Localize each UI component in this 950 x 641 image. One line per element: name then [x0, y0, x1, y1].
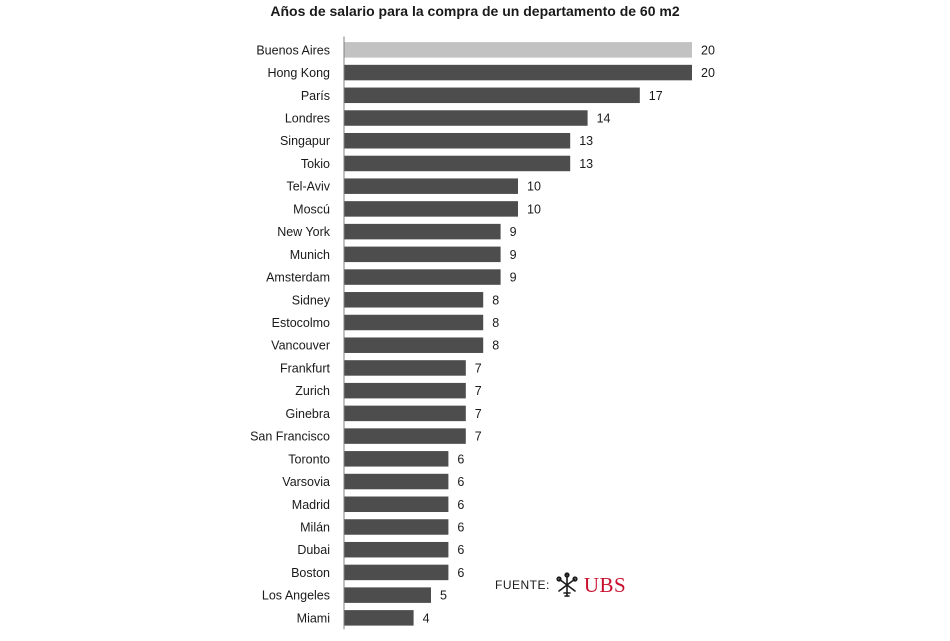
category-label: Boston: [291, 566, 330, 580]
value-label: 9: [510, 248, 517, 262]
value-label: 17: [649, 89, 663, 103]
bar: [344, 541, 449, 558]
source-block: FUENTE: UBS: [495, 572, 626, 598]
category-label: Toronto: [288, 452, 330, 466]
bar: [344, 337, 484, 353]
value-label: 8: [492, 293, 499, 307]
category-label: Ginebra: [286, 407, 331, 421]
bar: [344, 564, 449, 581]
bars-layer: Buenos Aires 20 Hong Kong 20 París 17 Londres 1…: [250, 42, 715, 626]
category-label: Madrid: [292, 498, 330, 512]
source-label: FUENTE:: [495, 578, 550, 592]
bar: [344, 428, 466, 444]
value-label: 14: [597, 112, 611, 126]
bar: [344, 87, 640, 104]
value-label: 7: [475, 430, 482, 444]
value-label: 4: [423, 611, 430, 625]
bar: [344, 405, 466, 422]
bar: [344, 269, 501, 285]
bar: [344, 473, 449, 490]
chart-title: Años de salario para la compra de un dep…: [270, 3, 680, 19]
value-label: 10: [527, 202, 541, 216]
value-label: 6: [457, 566, 464, 580]
value-label: 6: [457, 452, 464, 466]
category-label: Miami: [297, 611, 330, 625]
category-label: San Francisco: [250, 430, 330, 444]
value-label: 6: [457, 543, 464, 557]
bar: [344, 360, 466, 376]
bar: [344, 496, 449, 513]
category-label: Zurich: [295, 384, 330, 398]
bar: [344, 587, 431, 603]
value-label: 7: [475, 384, 482, 398]
value-label: 20: [701, 43, 715, 57]
ubs-keys-icon: [556, 572, 578, 597]
bar-highlighted: [344, 42, 692, 58]
bar: [344, 519, 449, 535]
category-label: Vancouver: [271, 339, 330, 353]
category-label: Munich: [290, 248, 330, 262]
value-label: 6: [457, 498, 464, 512]
category-label: Los Angeles: [262, 589, 330, 603]
bar: [344, 382, 466, 399]
value-label: 9: [510, 225, 517, 239]
value-label: 7: [475, 407, 482, 421]
bar: [344, 314, 484, 331]
bar: [344, 178, 518, 194]
category-label: Londres: [285, 112, 330, 126]
bar: [344, 246, 501, 263]
bar: [344, 292, 484, 308]
value-label: 6: [457, 520, 464, 534]
bar: [344, 201, 518, 217]
category-label: Buenos Aires: [256, 43, 330, 57]
category-label: Moscú: [293, 202, 330, 216]
category-label: Singapur: [280, 134, 330, 148]
category-label: Estocolmo: [272, 316, 330, 330]
category-label: New York: [277, 225, 331, 239]
category-label: Tel-Aviv: [286, 180, 330, 194]
bar: [344, 132, 571, 149]
category-label: Varsovia: [282, 475, 330, 489]
bar: [344, 223, 501, 240]
value-label: 5: [440, 589, 447, 603]
value-label: 7: [475, 361, 482, 375]
value-label: 20: [701, 66, 715, 80]
category-label: Sidney: [292, 293, 331, 307]
value-label: 8: [492, 339, 499, 353]
bar: [344, 610, 414, 626]
category-label: París: [301, 89, 330, 103]
value-label: 8: [492, 316, 499, 330]
category-label: Amsterdam: [266, 271, 330, 285]
bar: [344, 64, 692, 81]
bar: [344, 155, 571, 172]
value-label: 13: [579, 157, 593, 171]
value-label: 9: [510, 271, 517, 285]
category-label: Hong Kong: [267, 66, 330, 80]
category-label: Dubai: [297, 543, 330, 557]
bar: [344, 451, 449, 467]
value-label: 10: [527, 180, 541, 194]
value-label: 13: [579, 134, 593, 148]
ubs-logo: UBS: [583, 572, 627, 597]
category-label: Tokio: [301, 157, 330, 171]
bar: [344, 110, 588, 126]
value-label: 6: [457, 475, 464, 489]
category-label: Milán: [300, 520, 330, 534]
category-label: Frankfurt: [280, 361, 331, 375]
